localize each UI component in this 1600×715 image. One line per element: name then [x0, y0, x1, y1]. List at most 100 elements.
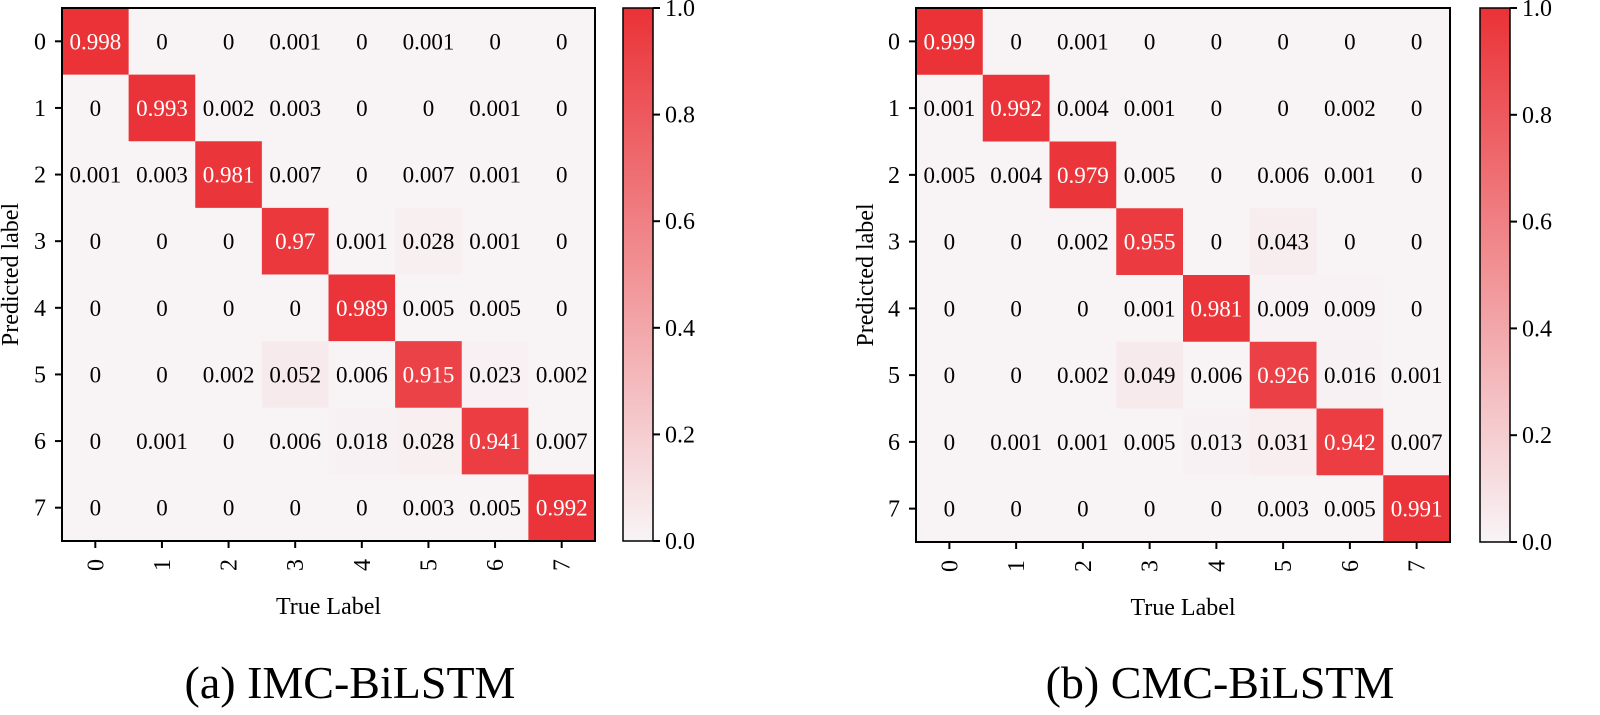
heatmap-cell [195, 274, 263, 342]
heatmap-cell [261, 274, 329, 342]
cell-value-label: 0.991 [1391, 497, 1443, 522]
cell-value-label: 0 [1010, 497, 1022, 522]
heatmap-cell [528, 274, 596, 342]
heatmap-cell [1116, 141, 1184, 209]
y-tick-label: 7 [34, 496, 46, 522]
x-axis-title: True Label [1130, 595, 1235, 621]
x-tick-label: 6 [1338, 560, 1364, 572]
cell-value-label: 0 [90, 496, 102, 521]
cell-value-label: 0 [356, 496, 368, 521]
heatmap-cell [528, 407, 596, 475]
heatmap-cell [128, 207, 196, 275]
heatmap-frame [915, 7, 1451, 543]
heatmap-cell [461, 341, 529, 409]
heatmap-cell [1383, 408, 1451, 476]
cell-value-label: 0.005 [403, 296, 455, 321]
cell-value-label: 0 [423, 96, 435, 121]
cell-value-label: 0 [90, 429, 102, 454]
heatmap-cell [261, 74, 329, 142]
cell-value-label: 0 [1411, 163, 1423, 188]
heatmap-cell [128, 341, 196, 409]
cell-value-label: 0 [1344, 230, 1356, 255]
heatmap-cell [62, 274, 130, 342]
cell-value-label: 0 [1010, 296, 1022, 321]
cell-value-label: 0.005 [1124, 163, 1176, 188]
cell-value-label: 0.002 [203, 96, 255, 121]
cell-value-label: 0.998 [69, 29, 121, 54]
heatmap-cell [328, 8, 396, 76]
cell-value-label: 0.001 [269, 29, 321, 54]
cell-value-label: 0.003 [1257, 497, 1309, 522]
cell-value-label: 0.002 [1324, 96, 1376, 121]
heatmap-0: 0.998 0 0 0.001 0 0.001 0 0 0 0.993 0.002 0.003 0 0 0.… [0, 0, 695, 620]
cell-value-label: 0 [489, 29, 501, 54]
heatmap-cell [528, 341, 596, 409]
heatmap-cell [916, 341, 984, 409]
cell-value-label: 0 [944, 296, 956, 321]
heatmap-cell [1249, 475, 1317, 543]
cell-value-label: 0.007 [1391, 430, 1443, 455]
heatmap-cell [1316, 275, 1384, 343]
heatmap-cell [916, 208, 984, 276]
heatmap-cell [916, 141, 984, 209]
heatmap-cell [395, 141, 463, 209]
heatmap-cell [128, 141, 196, 209]
x-tick-label: 7 [550, 559, 576, 571]
heatmap-cell [1049, 208, 1117, 276]
cell-value-label: 0.001 [924, 96, 976, 121]
heatmap-cell [195, 8, 263, 76]
heatmap-cell [195, 407, 263, 475]
heatmap-cell [62, 8, 130, 76]
y-axis-title: Predicted label [853, 203, 879, 347]
cell-value-label: 0.013 [1191, 430, 1243, 455]
heatmap-1: 0.999 0 0.001 0 0 0 0 00.001 0.992 0.004 0.001 0 0 0.… [853, 0, 1552, 621]
heatmap-cell [916, 8, 984, 76]
x-tick-label: 7 [1405, 560, 1431, 572]
heatmap-cell [1383, 341, 1451, 409]
cell-value-label: 0.016 [1324, 363, 1376, 388]
cell-value-label: 0 [1411, 230, 1423, 255]
colorbar-tick-label: 0.2 [665, 422, 695, 448]
colorbar-tick-label: 0.8 [1522, 103, 1552, 129]
colorbar-tick-label: 0.6 [1522, 210, 1552, 236]
heatmap-cell [461, 141, 529, 209]
cell-value-label: 0 [1277, 29, 1289, 54]
heatmap-cell [261, 141, 329, 209]
cell-value-label: 0 [223, 496, 235, 521]
cell-value-label: 0.999 [924, 29, 976, 54]
cell-value-label: 0.002 [203, 362, 255, 387]
x-tick-label: 0 [937, 560, 963, 572]
colorbar-tick-label: 0.8 [665, 103, 695, 129]
y-tick-label: 0 [888, 29, 900, 55]
colorbar-tick-label: 0.0 [665, 529, 695, 555]
heatmap-cell [1049, 8, 1117, 76]
cell-value-label: 0.003 [269, 96, 321, 121]
cell-value-label: 0.915 [403, 362, 455, 387]
colorbar-tick-label: 0.4 [665, 316, 695, 342]
cell-value-label: 0.002 [1057, 230, 1109, 255]
cell-value-label: 0.001 [469, 96, 521, 121]
heatmap-cell [261, 207, 329, 275]
heatmap-cell [1249, 208, 1317, 276]
heatmap-cell [982, 341, 1050, 409]
heatmap-cell [982, 408, 1050, 476]
heatmap-cell [328, 207, 396, 275]
cell-value-label: 0 [90, 96, 102, 121]
heatmap-cell [1116, 74, 1184, 142]
cell-value-label: 0.001 [990, 430, 1042, 455]
cell-value-label: 0 [556, 229, 568, 254]
heatmap-cell [461, 207, 529, 275]
cell-value-label: 0.979 [1057, 163, 1109, 188]
cell-value-label: 0.007 [269, 163, 321, 188]
heatmap-cell [195, 141, 263, 209]
heatmap-cell [1116, 341, 1184, 409]
x-tick-label: 4 [1204, 560, 1230, 572]
heatmap-cell [195, 341, 263, 409]
cell-value-label: 0.001 [336, 229, 388, 254]
y-tick-label: 5 [888, 363, 900, 389]
cell-value-label: 0.002 [536, 362, 588, 387]
heatmap-cell [1249, 275, 1317, 343]
heatmap-cell [1116, 408, 1184, 476]
colorbar-tick-label: 0.2 [1522, 423, 1552, 449]
cell-value-label: 0.993 [136, 96, 188, 121]
